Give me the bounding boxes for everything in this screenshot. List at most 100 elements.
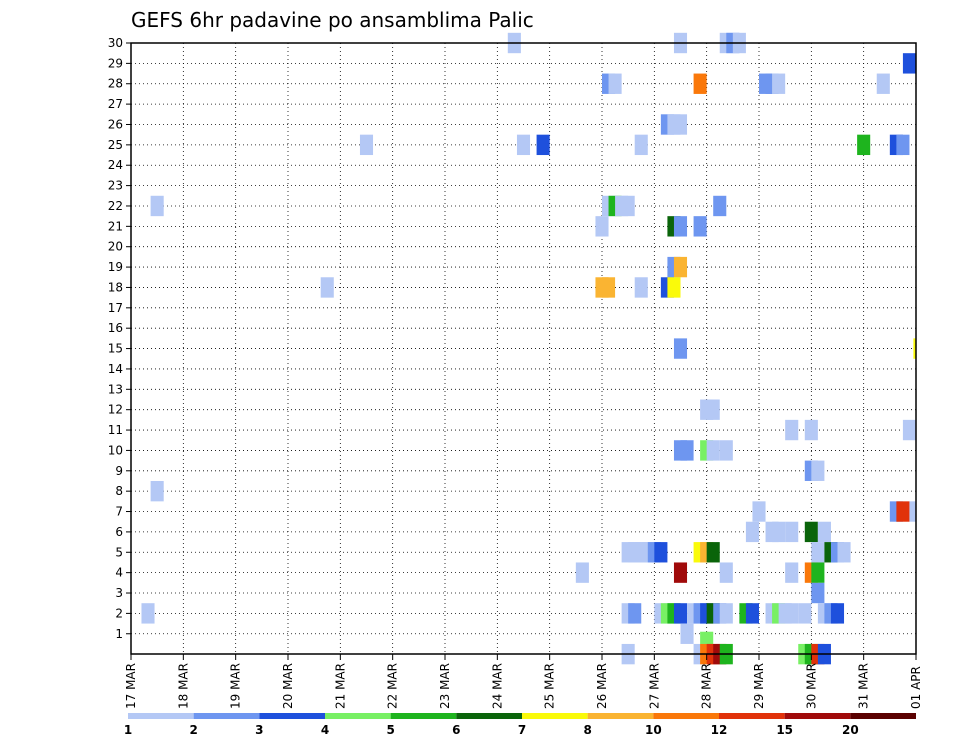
data-cell: [745, 521, 759, 543]
data-cell: [798, 603, 812, 624]
data-cell: [752, 501, 766, 522]
data-cell: [772, 521, 786, 543]
y-tick-label: 12: [108, 403, 123, 417]
y-tick-label: 6: [115, 525, 123, 539]
colorbar-label: 20: [842, 723, 859, 737]
data-cell: [673, 256, 688, 278]
data-cell: [902, 53, 916, 74]
y-tick-label: 22: [108, 199, 123, 213]
data-cell: [602, 277, 616, 298]
data-cell: [621, 195, 635, 217]
data-cell: [896, 134, 910, 156]
data-cell: [785, 419, 799, 441]
data-cell: [595, 216, 609, 237]
colorbar-label: 15: [776, 723, 793, 737]
x-tick-label: 18 MAR: [176, 663, 190, 709]
data-cell: [634, 277, 648, 298]
data-cell: [719, 603, 733, 624]
data-cell: [719, 440, 733, 461]
colorbar-label: 8: [583, 723, 591, 737]
data-cell: [706, 542, 720, 563]
y-tick-label: 1: [115, 627, 123, 641]
colorbar-segment: [653, 713, 719, 719]
data-cell: [857, 134, 871, 156]
data-cell: [608, 73, 622, 94]
data-cell: [693, 73, 707, 94]
x-tick-label: 22 MAR: [386, 663, 400, 709]
y-tick-label: 3: [115, 586, 123, 600]
y-tick-label: 13: [108, 382, 123, 396]
y-tick-label: 7: [115, 505, 123, 519]
data-cell: [811, 542, 825, 563]
data-cell: [811, 562, 825, 583]
x-tick-label: 21 MAR: [333, 663, 347, 709]
data-cell: [785, 521, 799, 543]
data-cell: [713, 195, 727, 217]
y-tick-label: 5: [115, 545, 123, 559]
y-tick-label: 24: [108, 158, 123, 172]
y-tick-label: 26: [108, 117, 123, 131]
data-cell: [673, 216, 688, 237]
data-cell: [575, 562, 589, 583]
data-cell: [902, 419, 916, 441]
data-cell: [804, 419, 818, 441]
colorbar-segment: [193, 713, 260, 719]
x-tick-label: 27 MAR: [647, 663, 661, 709]
data-cell: [359, 134, 374, 156]
y-tick-label: 20: [108, 240, 123, 254]
y-tick-label: 21: [108, 219, 123, 233]
data-cell: [785, 562, 799, 583]
data-cell: [673, 338, 688, 359]
y-tick-label: 18: [108, 280, 123, 294]
data-cell: [811, 582, 825, 604]
colorbar-segment: [456, 713, 522, 719]
x-tick-label: 17 MAR: [124, 663, 138, 709]
y-axis-ticks: 1234567891011121314151617181920212223242…: [108, 36, 131, 641]
data-cell: [667, 277, 681, 298]
x-tick-label: 25 MAR: [543, 663, 557, 709]
y-tick-label: 2: [115, 606, 123, 620]
data-cell: [804, 521, 818, 543]
chart-title: GEFS 6hr padavine po ansamblima Palic: [131, 8, 534, 32]
colorbar-segment: [587, 713, 654, 719]
data-cell: [706, 399, 720, 420]
y-tick-label: 4: [115, 566, 123, 580]
data-cell: [634, 134, 648, 156]
x-tick-label: 28 MAR: [700, 663, 714, 709]
data-cell: [673, 562, 688, 583]
data-cell: [706, 440, 720, 461]
y-tick-label: 28: [108, 77, 123, 91]
data-cell: [830, 603, 845, 624]
colorbar-segment: [390, 713, 457, 719]
colorbar-label: 6: [452, 723, 460, 737]
y-tick-label: 27: [108, 97, 123, 111]
colorbar-segment: [850, 713, 916, 719]
grid-lines: [131, 42, 916, 654]
y-tick-label: 15: [108, 342, 123, 356]
data-cell: [673, 114, 688, 135]
x-tick-label: 19 MAR: [229, 663, 243, 709]
colorbar-label: 4: [321, 723, 329, 737]
data-cell: [141, 603, 155, 624]
data-cell: [913, 338, 916, 359]
data-cell: [693, 216, 707, 237]
x-tick-label: 31 MAR: [857, 663, 871, 709]
x-tick-label: 23 MAR: [438, 663, 452, 709]
data-cell: [837, 542, 851, 563]
data-cell: [536, 134, 550, 156]
data-cell: [876, 73, 890, 94]
colorbar-segment: [325, 713, 391, 719]
data-cell: [320, 277, 334, 298]
data-cell: [817, 521, 831, 543]
colorbar-segment: [784, 713, 851, 719]
y-tick-label: 25: [108, 138, 123, 152]
colorbar-label: 1: [124, 723, 132, 737]
y-tick-label: 30: [108, 36, 123, 50]
colorbar-label: 10: [645, 723, 662, 737]
data-cell: [680, 623, 694, 644]
data-cell: [896, 501, 910, 522]
colorbar-label: 2: [189, 723, 197, 737]
data-cell: [150, 195, 164, 217]
y-tick-label: 14: [108, 362, 123, 376]
